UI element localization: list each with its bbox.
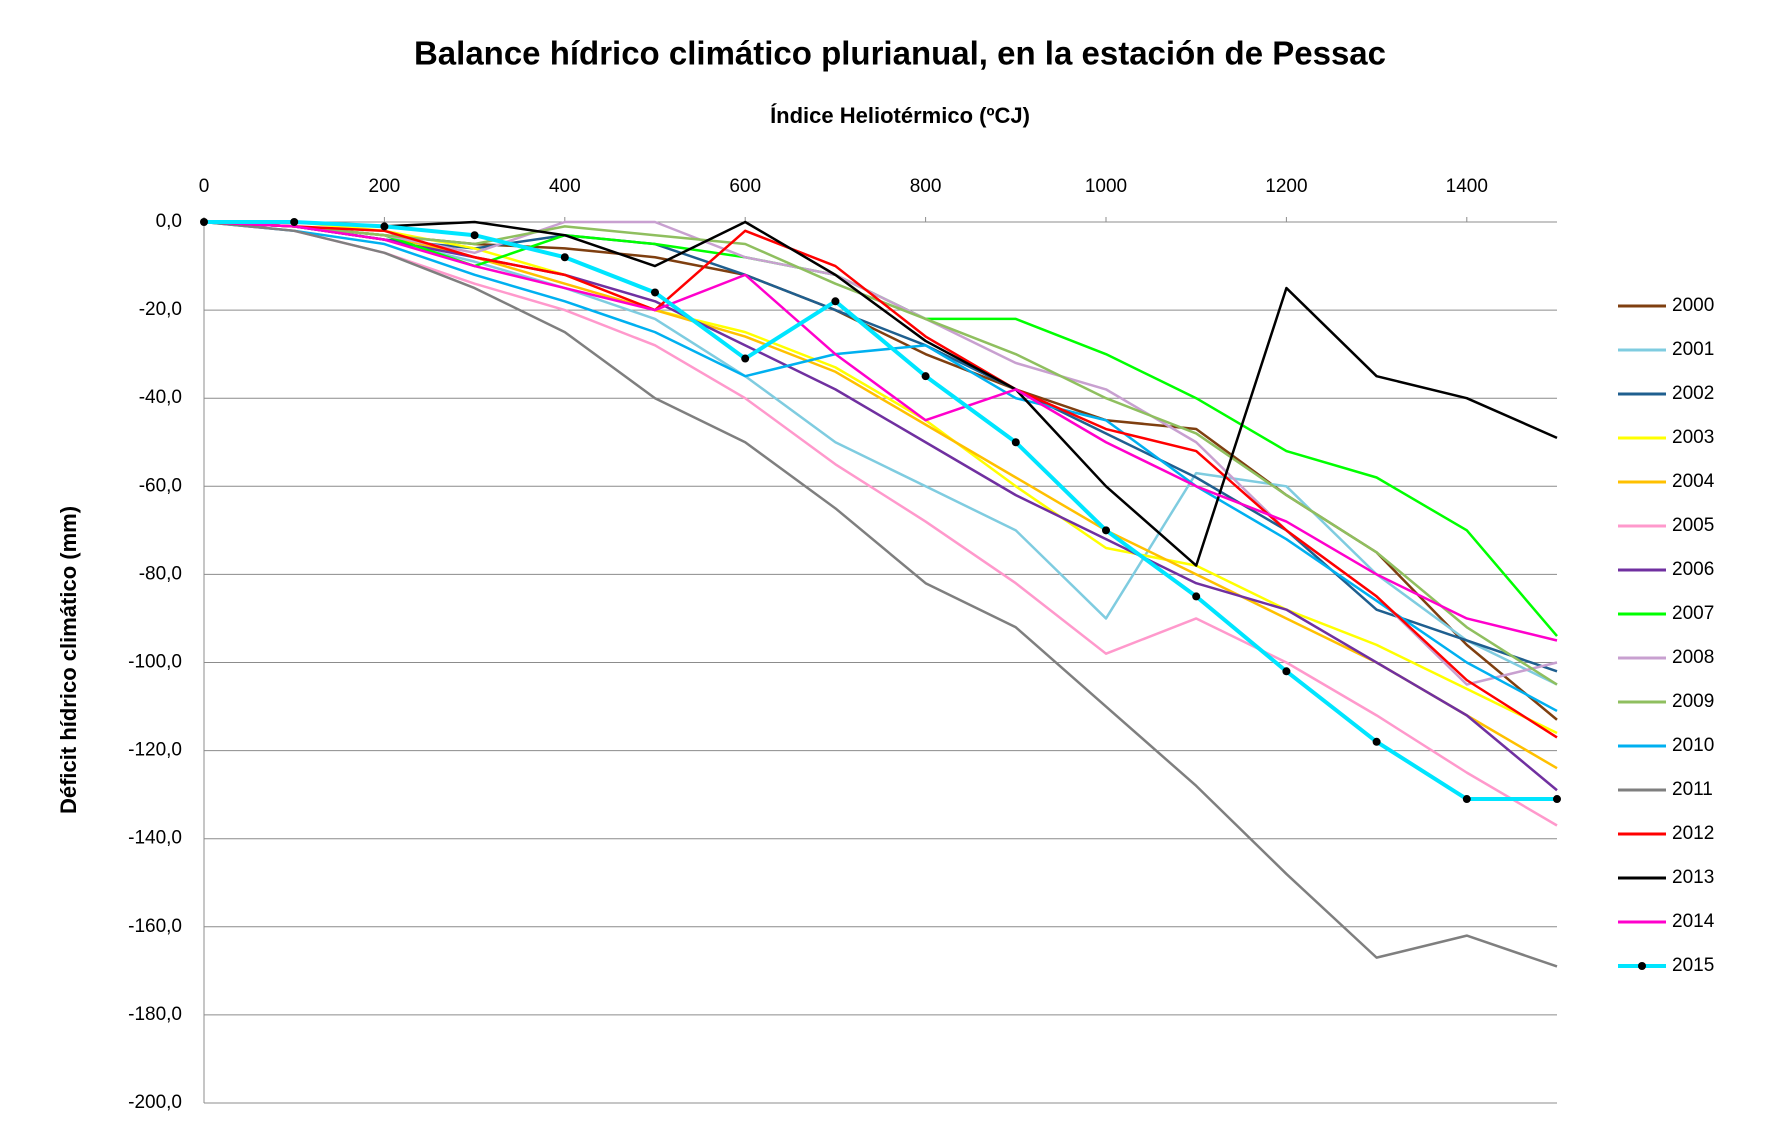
legend-label: 2010 [1672,735,1714,756]
series-line [203,220,1558,686]
point-marker [470,231,479,240]
series-line [203,220,1558,686]
legend-label: 2001 [1672,339,1714,360]
series-line [204,220,1557,802]
y-tick-label: -140,0 [128,828,182,849]
series-line [203,220,1558,739]
point-marker [1462,795,1471,804]
series-line [203,220,1558,642]
legend-label: 2013 [1672,867,1714,888]
series-line [203,220,1558,673]
series-line [203,220,1558,827]
point-marker [1011,438,1020,447]
legend-label: 2012 [1672,823,1714,844]
series-line [203,220,1558,770]
point-marker [290,218,299,226]
point-marker [560,253,569,262]
y-tick-label: -200,0 [128,1092,182,1113]
point-marker [1553,795,1561,804]
y-tick-label: -180,0 [128,1004,182,1025]
point-marker [1192,592,1201,601]
x-tick-label: 1000 [1085,176,1127,197]
legend-label: 2014 [1672,911,1715,932]
x-tick-label: 600 [729,176,761,197]
series-line [204,220,1558,735]
x-tick-label: 1400 [1446,176,1488,197]
x-tick-label: 400 [549,176,581,197]
x-axis-label: Índice Heliotérmico (ºCJ) [770,103,1030,128]
point-marker [651,288,659,297]
legend-label: 2004 [1672,471,1715,492]
series-line [203,220,1558,968]
y-tick-label: 0,0 [156,211,182,232]
point-marker [1282,667,1291,676]
series-line [203,220,1558,713]
y-tick-label: -60,0 [139,475,182,496]
legend-label: 2011 [1672,779,1713,800]
y-tick-label: -120,0 [128,740,182,761]
x-tick-label: 800 [910,176,942,197]
y-tick-label: -100,0 [128,652,182,673]
legend-label: 2000 [1672,295,1714,316]
legend-label: 2003 [1672,427,1714,448]
point-marker [921,372,930,381]
y-axis-label: Déficit hídrico climático (mm) [56,506,81,814]
legend-label: 2002 [1672,383,1714,404]
legend-marker [1638,962,1646,970]
legend-label: 2005 [1672,515,1714,536]
y-tick-label: -80,0 [139,563,182,584]
series-line [203,220,1558,792]
series-line [203,220,1558,686]
x-tick-label: 0 [199,176,210,197]
legend-label: 2006 [1672,559,1714,580]
y-tick-label: -160,0 [128,916,182,937]
legend-label: 2008 [1672,647,1714,668]
point-marker [741,354,750,363]
point-marker [1372,737,1381,746]
point-marker [380,222,389,231]
x-tick-label: 200 [369,176,401,197]
series-line [204,220,1558,567]
y-tick-label: -40,0 [139,387,182,408]
point-marker [200,218,208,226]
legend-label: 2009 [1672,691,1714,712]
y-tick-label: -20,0 [139,299,182,320]
legend-label: 2015 [1672,955,1714,976]
point-marker [831,297,840,306]
legend-label: 2007 [1672,603,1714,624]
chart-title: Balance hídrico climático plurianual, en… [414,35,1386,72]
x-tick-label: 1200 [1265,176,1307,197]
point-marker [1102,526,1110,535]
